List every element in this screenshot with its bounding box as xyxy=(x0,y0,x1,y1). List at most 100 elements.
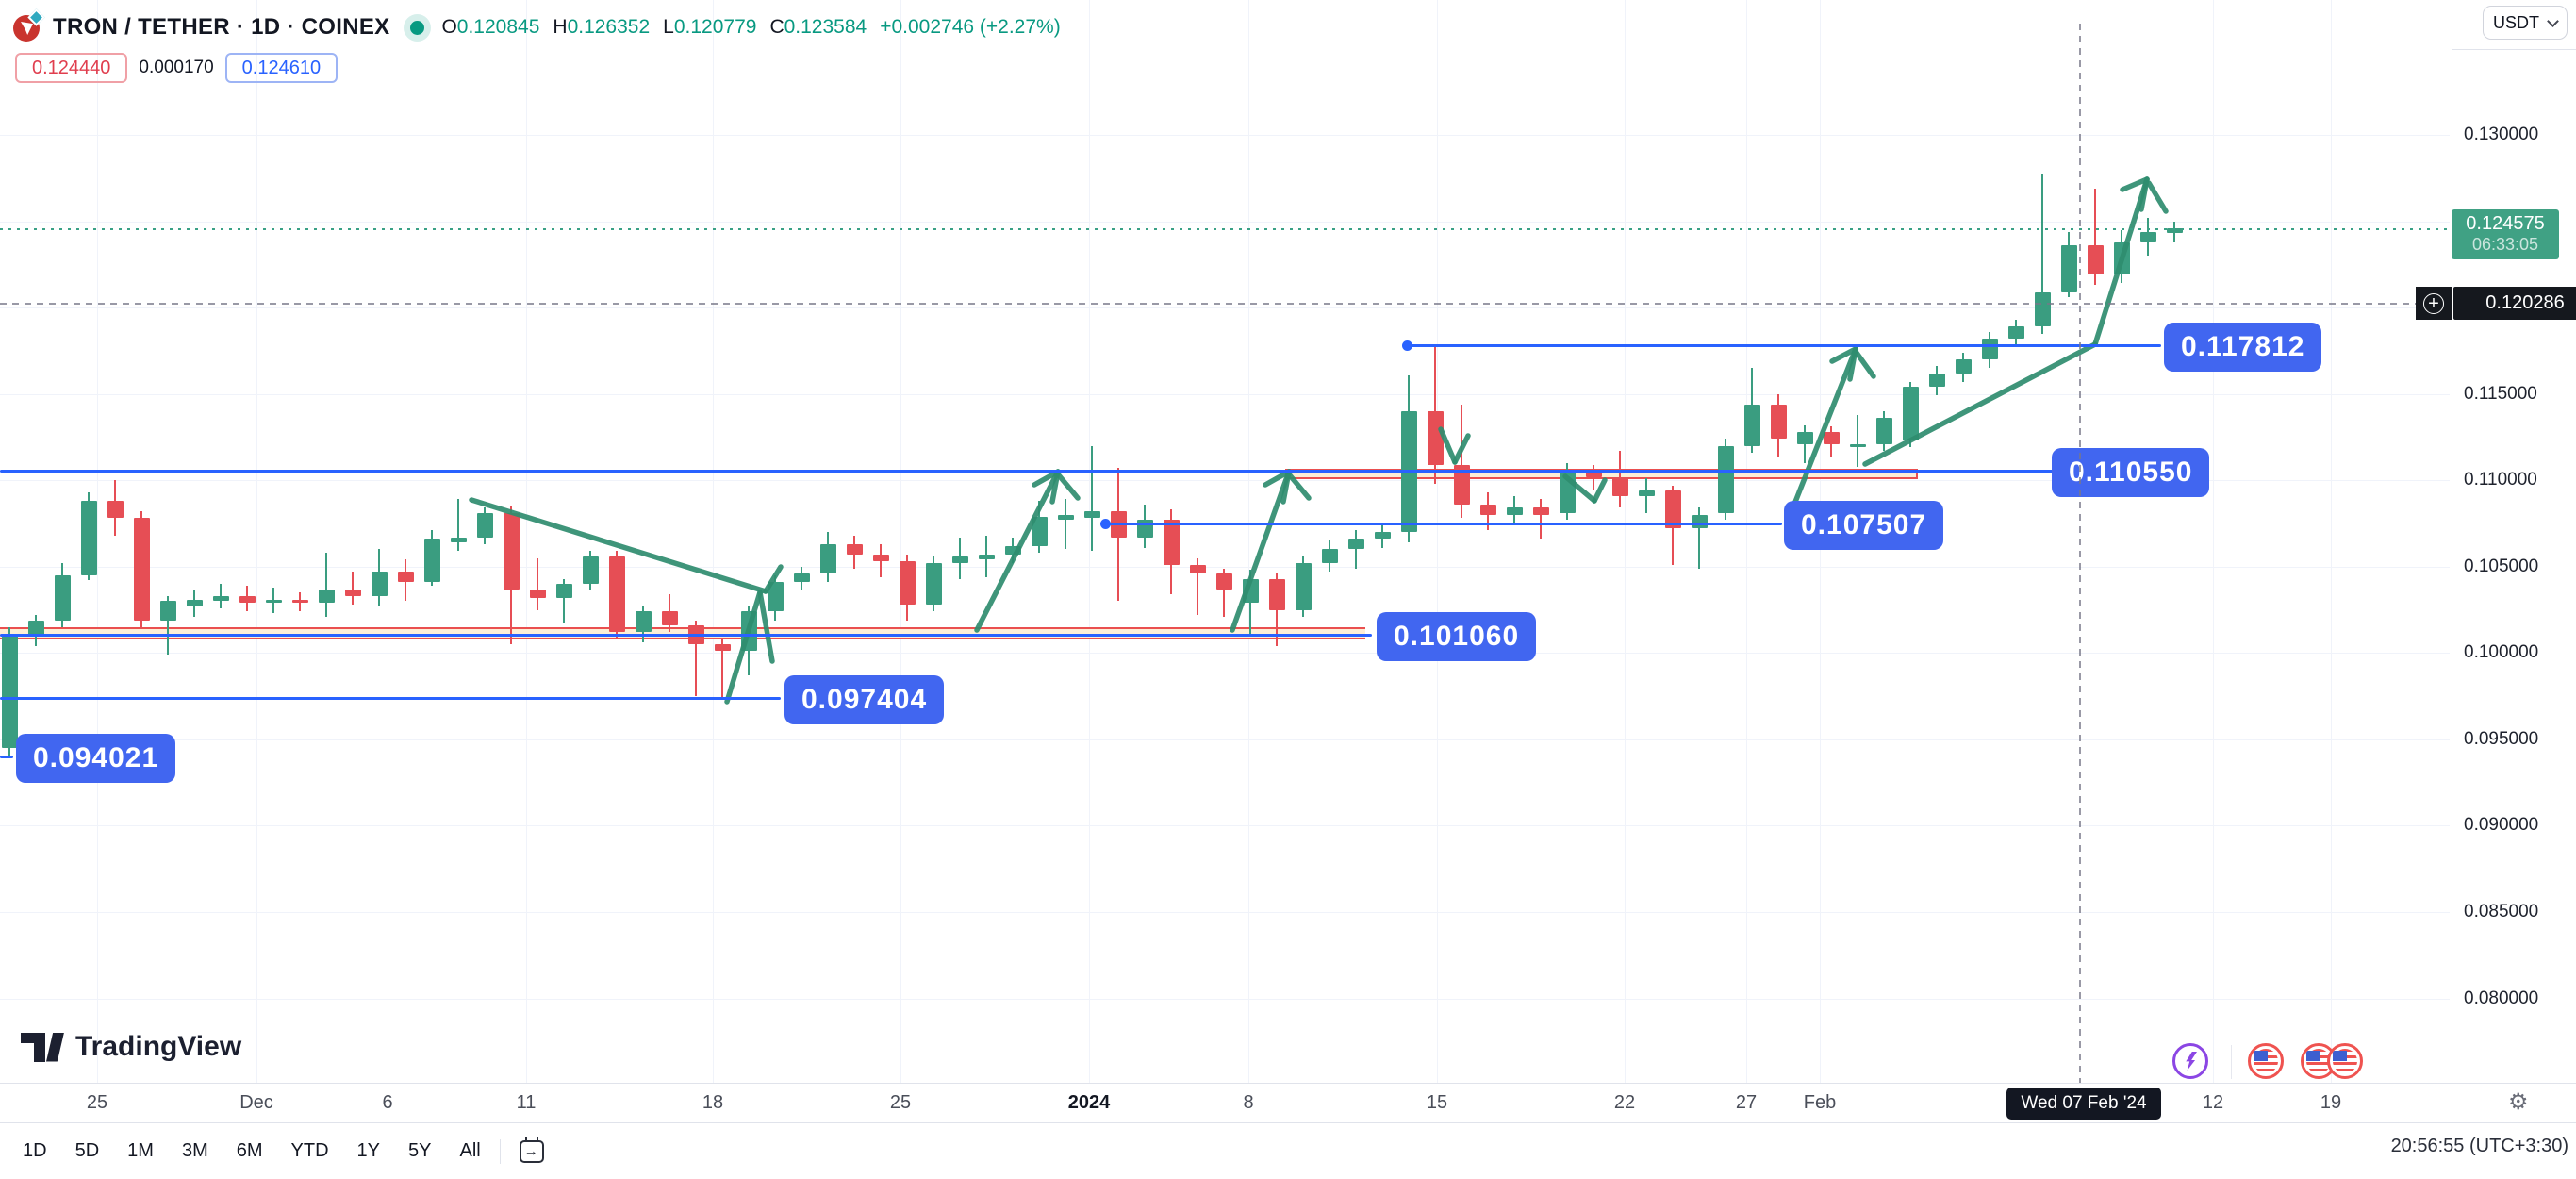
price-level-label[interactable]: 0.117812 xyxy=(2164,323,2322,372)
candle xyxy=(1797,432,1813,444)
tradingview-logo-icon xyxy=(21,1032,64,1062)
range-button-5d[interactable]: 5D xyxy=(74,1140,100,1161)
candle xyxy=(1876,418,1892,444)
last-price-badge: 0.124575 06:33:05 xyxy=(2452,209,2559,259)
range-button-5y[interactable]: 5Y xyxy=(408,1140,432,1161)
candle xyxy=(28,621,44,636)
currency-selector-button[interactable]: USDT xyxy=(2483,6,2568,40)
candle-wick xyxy=(1540,499,1542,539)
candle xyxy=(583,556,599,584)
candle xyxy=(556,584,572,598)
time-axis-label: 18 xyxy=(702,1092,724,1113)
candle-wick xyxy=(695,621,697,696)
us-economic-event-icon[interactable] xyxy=(2327,1043,2363,1079)
price-level-line[interactable] xyxy=(1407,344,2161,347)
candle-wick xyxy=(325,553,327,617)
candle-countdown: 06:33:05 xyxy=(2471,235,2539,254)
candle xyxy=(847,544,863,555)
change-value: +0.002746 (+2.27%) xyxy=(880,16,1061,38)
price-axis[interactable]: 0.1300000.1250000.1200000.1150000.110000… xyxy=(2452,0,2576,1083)
sell-button[interactable]: 0.124440 xyxy=(15,53,128,83)
low-label: L xyxy=(663,16,674,38)
candle xyxy=(794,573,810,582)
candle xyxy=(1665,490,1681,528)
candle xyxy=(768,582,784,611)
price-level-anchor-dot[interactable] xyxy=(1100,519,1111,529)
time-axis-label: 11 xyxy=(516,1092,537,1113)
crypto-event-icon[interactable] xyxy=(2172,1043,2208,1079)
us-economic-event-icon[interactable] xyxy=(2248,1043,2284,1079)
candle xyxy=(1903,387,1919,440)
buy-button[interactable]: 0.124610 xyxy=(224,53,339,83)
range-button-ytd[interactable]: YTD xyxy=(290,1140,329,1161)
flag-canton xyxy=(2306,1051,2320,1061)
chevron-down-icon xyxy=(2547,14,2559,27)
candle-wick xyxy=(537,558,538,610)
high-value: 0.126352 xyxy=(567,16,651,38)
price-axis-label: 0.110000 xyxy=(2464,470,2537,490)
candle xyxy=(609,556,625,632)
candle xyxy=(1322,549,1338,563)
candle-wick xyxy=(352,572,354,605)
session-clock[interactable]: 20:56:55 (UTC+3:30) xyxy=(2390,1136,2568,1156)
price-level-line[interactable] xyxy=(0,756,13,758)
flag-canton xyxy=(2333,1051,2347,1061)
tradingview-watermark[interactable]: TradingView xyxy=(21,1031,241,1063)
candle xyxy=(1269,579,1285,610)
price-level-label[interactable]: 0.094021 xyxy=(16,734,176,783)
range-button-1d[interactable]: 1D xyxy=(23,1140,47,1161)
candle xyxy=(2114,242,2130,274)
price-axis-label: 0.100000 xyxy=(2464,642,2539,662)
range-button-all[interactable]: All xyxy=(459,1140,481,1161)
range-button-1y[interactable]: 1Y xyxy=(356,1140,381,1161)
time-axis[interactable]: Wed 07 Feb '24 ⚙ 25 Dec 6 11 18 25 2024 8 15 22 27… xyxy=(0,1083,2576,1122)
trend-arrows-layer xyxy=(469,176,2169,705)
trend-arrow-segment xyxy=(1056,473,1081,501)
price-level-line[interactable] xyxy=(0,470,2056,473)
time-gridline xyxy=(2331,0,2332,1083)
candle xyxy=(107,501,124,518)
time-gridline xyxy=(1746,0,1747,1083)
candle xyxy=(1243,579,1259,603)
candle xyxy=(1348,539,1364,549)
high-label: H xyxy=(553,16,568,38)
tradingview-wordmark: TradingView xyxy=(75,1031,242,1062)
price-level-anchor-dot[interactable] xyxy=(1402,340,1412,351)
candle xyxy=(715,644,731,651)
candle xyxy=(1744,405,1760,446)
add-alert-button[interactable]: + xyxy=(2416,287,2452,320)
candle xyxy=(1533,507,1549,515)
price-level-label[interactable]: 0.107507 xyxy=(1784,501,1944,550)
price-level-label[interactable]: 0.110550 xyxy=(2052,448,2210,497)
price-level-line[interactable] xyxy=(1105,523,1782,525)
range-button-6m[interactable]: 6M xyxy=(236,1140,263,1161)
candle xyxy=(900,561,916,605)
candle xyxy=(1507,507,1523,515)
candle xyxy=(1164,520,1180,565)
time-axis-label: 2024 xyxy=(1067,1092,1111,1113)
spread-value: 0.000170 xyxy=(139,58,214,77)
range-button-3m[interactable]: 3M xyxy=(181,1140,208,1161)
price-level-line[interactable] xyxy=(0,697,781,700)
candle xyxy=(2008,326,2024,339)
axis-settings-gear-icon[interactable]: ⚙ xyxy=(2508,1089,2529,1115)
open-value: 0.120845 xyxy=(456,16,540,38)
time-axis-label: 12 xyxy=(2202,1092,2224,1113)
candle xyxy=(979,555,995,559)
candle-wick xyxy=(1223,569,1225,617)
go-to-date-button[interactable]: → xyxy=(519,1136,544,1163)
candle-wick xyxy=(1197,558,1198,615)
trend-arrow-segment xyxy=(2146,180,2169,214)
chart-pane[interactable]: 0.117812 0.110550 0.107507 0.101060 0.097404… xyxy=(0,0,2576,1083)
price-level-label[interactable]: 0.101060 xyxy=(1377,612,1537,661)
symbol-title[interactable]: TRON / TETHER · 1D · COINEX xyxy=(53,14,390,40)
price-axis-label: 0.115000 xyxy=(2464,384,2537,404)
price-level-label[interactable]: 0.097404 xyxy=(784,675,945,724)
price-level-line[interactable] xyxy=(0,634,1372,637)
candle xyxy=(1982,339,1998,359)
range-button-1m[interactable]: 1M xyxy=(127,1140,154,1161)
market-status-dot-icon[interactable] xyxy=(410,20,425,35)
candle-wick xyxy=(1091,446,1093,551)
candle xyxy=(2140,232,2156,242)
candle xyxy=(1692,515,1708,528)
